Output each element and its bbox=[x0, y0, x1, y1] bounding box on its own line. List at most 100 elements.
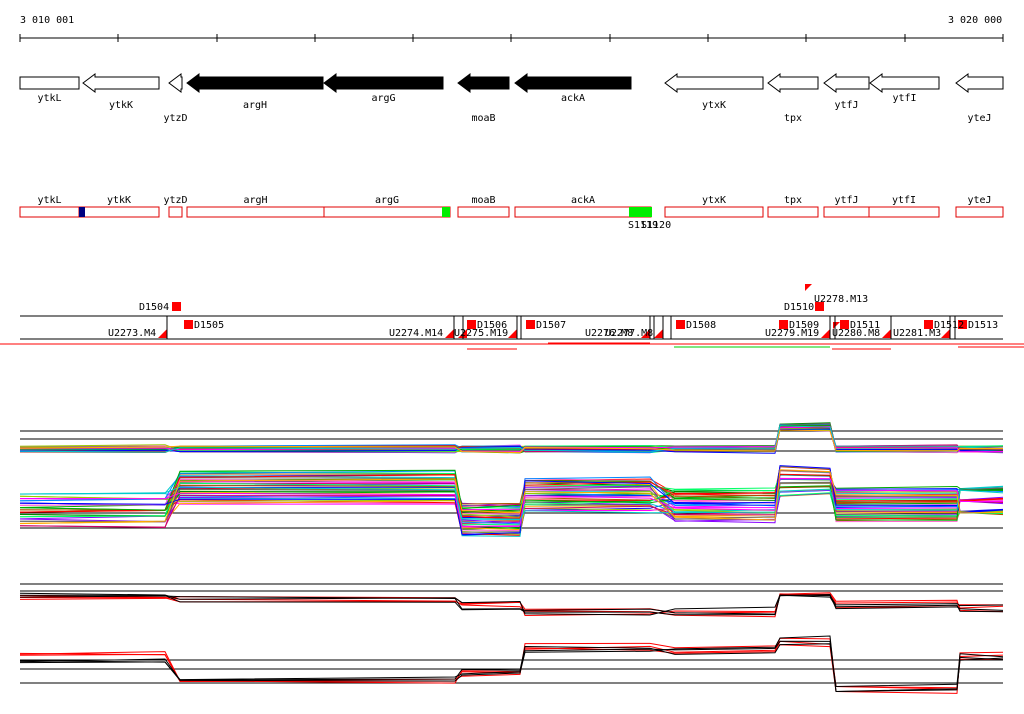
gene-box-mark bbox=[442, 207, 450, 217]
gene-box-label: moaB bbox=[471, 195, 495, 206]
d-label: D1508 bbox=[686, 320, 716, 331]
gene-box[interactable] bbox=[457, 206, 510, 218]
gene-box-label: tpx bbox=[784, 195, 802, 206]
expression-line bbox=[19, 482, 1004, 526]
u-marker-triangle bbox=[805, 284, 812, 291]
gene-box[interactable] bbox=[955, 206, 1004, 218]
d-marker[interactable] bbox=[840, 320, 849, 329]
gene-box[interactable] bbox=[823, 206, 870, 218]
summary-line bbox=[19, 643, 1004, 688]
d-marker[interactable] bbox=[184, 320, 193, 329]
gene-box[interactable] bbox=[186, 206, 325, 218]
expression-line bbox=[19, 481, 1004, 516]
expression-line bbox=[19, 425, 1004, 453]
expression-line bbox=[19, 465, 1004, 530]
d-label: D1509 bbox=[789, 320, 819, 331]
gene-box-label: ytfI bbox=[892, 195, 916, 206]
summary-line bbox=[19, 635, 1004, 693]
gene-label: ytkL bbox=[37, 93, 61, 104]
gene-box-label: ytkL bbox=[37, 195, 61, 206]
gene-arrow[interactable] bbox=[82, 73, 160, 93]
gene-arrow-track: ytkL ytkK ytzD argH argG moaB ackA ytxK tpx ytfJ y… bbox=[19, 73, 1004, 124]
expression-line bbox=[19, 486, 1004, 520]
u-marker-triangle bbox=[508, 329, 517, 338]
gene-arrow[interactable] bbox=[186, 73, 324, 93]
expression-line bbox=[19, 481, 1004, 511]
gene-label: ackA bbox=[561, 93, 585, 104]
u-label: U2274.M14 bbox=[389, 328, 443, 339]
expression-line bbox=[19, 428, 1004, 454]
feature-bracket bbox=[166, 316, 956, 339]
gene-box[interactable] bbox=[168, 206, 183, 218]
summary-line bbox=[19, 593, 1004, 615]
gene-box-label: ytkK bbox=[107, 195, 131, 206]
summary-line bbox=[19, 640, 1004, 693]
gene-box[interactable] bbox=[19, 206, 80, 218]
gene-box[interactable] bbox=[767, 206, 819, 218]
gene-box-label: ytfJ bbox=[834, 195, 858, 206]
d-label: D1513 bbox=[968, 320, 998, 331]
u-label: U2278.M13 bbox=[814, 294, 868, 305]
gene-box-label: ytzD bbox=[163, 195, 187, 206]
summary-line bbox=[19, 592, 1004, 616]
gene-box-mark bbox=[79, 207, 85, 217]
gene-arrow[interactable] bbox=[767, 73, 819, 93]
gene-arrow[interactable] bbox=[955, 73, 1004, 93]
d-marker[interactable] bbox=[526, 320, 535, 329]
summary-line bbox=[19, 594, 1004, 616]
d-marker[interactable] bbox=[958, 320, 967, 329]
gene-label: ytfI bbox=[892, 93, 916, 104]
d-marker[interactable] bbox=[924, 320, 933, 329]
u-marker-triangle bbox=[158, 329, 167, 338]
d-label: D1512 bbox=[934, 320, 964, 331]
d-label: D1511 bbox=[850, 320, 880, 331]
gene-label: tpx bbox=[784, 113, 802, 124]
site-label: S1120 bbox=[641, 220, 671, 231]
gene-box-label: argH bbox=[243, 195, 267, 206]
u-label: U2281.M3 bbox=[893, 328, 941, 339]
gene-box[interactable] bbox=[78, 206, 160, 218]
gene-label: moaB bbox=[471, 113, 495, 124]
gene-arrow[interactable] bbox=[168, 73, 183, 93]
gene-box[interactable] bbox=[664, 206, 764, 218]
expression-line bbox=[19, 469, 1004, 525]
gene-arrow[interactable] bbox=[869, 73, 940, 93]
d-marker[interactable] bbox=[172, 302, 181, 311]
u-marker-triangle bbox=[445, 329, 454, 338]
gene-label: ytfJ bbox=[834, 100, 858, 111]
expression-line bbox=[19, 478, 1004, 519]
u-label: U2280.M8 bbox=[832, 328, 880, 339]
d-label: D1506 bbox=[477, 320, 507, 331]
gene-label: ytkK bbox=[109, 100, 133, 111]
gene-arrow[interactable] bbox=[664, 73, 764, 93]
d-marker[interactable] bbox=[467, 320, 476, 329]
d-marker[interactable] bbox=[779, 320, 788, 329]
u-marker-triangle bbox=[641, 329, 650, 338]
u-marker-triangle bbox=[941, 329, 950, 338]
gene-arrow[interactable] bbox=[323, 73, 444, 93]
gene-box-label: yteJ bbox=[967, 195, 991, 206]
d-label: D1505 bbox=[194, 320, 224, 331]
u-label: U2277.M8 bbox=[605, 328, 653, 339]
gene-box[interactable] bbox=[323, 206, 451, 218]
u-marker-triangle bbox=[654, 329, 663, 338]
d-marker[interactable] bbox=[676, 320, 685, 329]
u-label: U2279.M19 bbox=[765, 328, 819, 339]
d-label: D1507 bbox=[536, 320, 566, 331]
d-label: D1504 bbox=[139, 302, 169, 313]
gene-arrow[interactable] bbox=[514, 73, 632, 93]
u-label: U2276.M8 bbox=[585, 328, 633, 339]
gene-label: yteJ bbox=[967, 113, 991, 124]
expression-profiles-panel bbox=[19, 422, 1004, 537]
u-marker-triangle bbox=[821, 329, 830, 338]
ruler-start-label: 3 010 001 bbox=[20, 15, 74, 26]
expression-line bbox=[19, 469, 1004, 537]
gene-box[interactable] bbox=[868, 206, 940, 218]
gene-arrow[interactable] bbox=[823, 73, 870, 93]
summary-line bbox=[19, 642, 1004, 694]
gene-arrow[interactable] bbox=[457, 73, 510, 93]
gene-arrow[interactable] bbox=[19, 76, 80, 90]
summary-line bbox=[19, 593, 1004, 618]
d-marker[interactable] bbox=[815, 302, 824, 311]
gene-label: argH bbox=[243, 100, 267, 111]
